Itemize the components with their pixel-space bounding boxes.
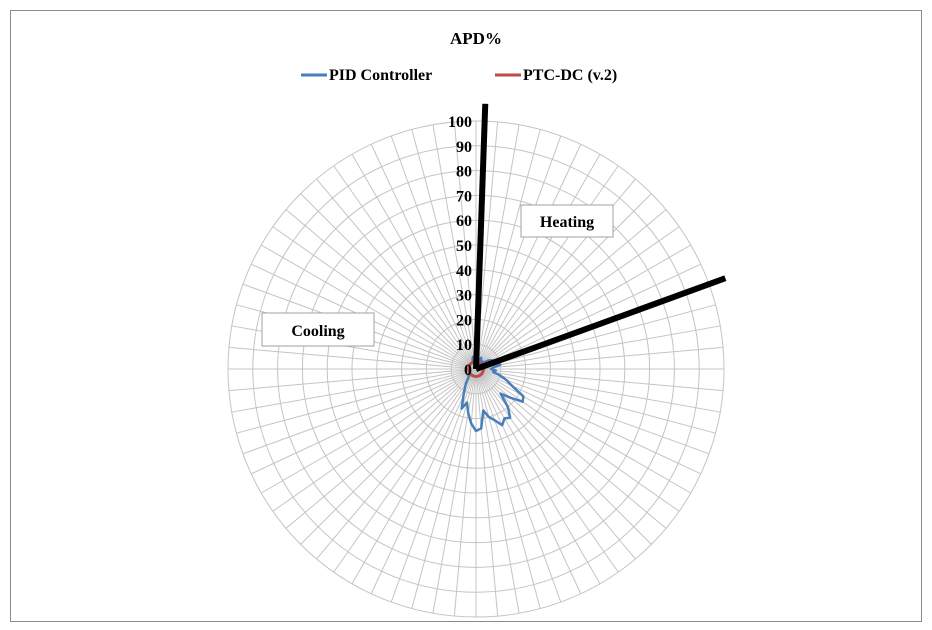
grid-spoke-2 — [475, 124, 520, 370]
grid-spoke-50 — [242, 368, 477, 455]
grid-spoke-16 — [475, 325, 721, 370]
grid-spoke-62 — [285, 209, 477, 370]
annotation-heating: Heating — [520, 204, 614, 238]
grid-spoke-22 — [475, 368, 710, 455]
grid-spoke-37 — [453, 368, 477, 617]
divider-line-0 — [473, 103, 489, 370]
grid-spoke-44 — [316, 368, 477, 560]
grid-spoke-33 — [475, 368, 541, 609]
grid-spoke-4 — [475, 135, 562, 370]
grid-spoke-39 — [411, 368, 477, 609]
tick-label-60: 60 — [456, 213, 472, 230]
grid-spoke-3 — [475, 129, 541, 370]
grid-spoke-24 — [475, 368, 692, 494]
tick-label-10: 10 — [456, 337, 472, 354]
grid-spoke-68 — [390, 135, 477, 370]
grid-spoke-41 — [370, 368, 477, 594]
chart-title: APD% — [450, 29, 502, 48]
grid-spoke-70 — [432, 124, 477, 370]
grid-spoke-43 — [333, 368, 477, 573]
grid-spoke-65 — [333, 165, 477, 370]
grid-spoke-53 — [228, 368, 477, 392]
grid-spoke-29 — [475, 368, 619, 573]
grid-spoke-64 — [316, 178, 477, 370]
grid-spoke-13 — [475, 263, 701, 370]
grid-spoke-7 — [475, 165, 619, 370]
tick-label-0: 0 — [464, 362, 472, 379]
tick-label-70: 70 — [456, 188, 472, 205]
tick-label-80: 80 — [456, 164, 472, 181]
tick-label-50: 50 — [456, 238, 472, 255]
radar-chart: APD% PID Controller PTC-DC (v.2) 0 10 20 30… — [227, 29, 727, 618]
grid-spoke-12 — [475, 244, 692, 370]
chart-area: APD% PID Controller PTC-DC (v.2) 0 10 20 30… — [10, 10, 922, 622]
grid-spoke-15 — [475, 304, 716, 370]
grid-spoke-51 — [236, 368, 477, 434]
grid-spoke-20 — [475, 368, 721, 413]
section-dividers — [473, 103, 727, 372]
grid-spoke-28 — [475, 368, 636, 560]
annotation-heating-box — [520, 204, 614, 238]
grid-spoke-9 — [475, 193, 652, 370]
grid-spoke-10 — [475, 209, 667, 370]
grid-spoke-63 — [300, 193, 477, 370]
tick-label-20: 20 — [456, 312, 472, 329]
tick-label-90: 90 — [456, 139, 472, 156]
tick-label-40: 40 — [456, 263, 472, 280]
grid-spoke-69 — [411, 129, 477, 370]
grid-spoke-46 — [285, 368, 477, 529]
grid-spoke-21 — [475, 368, 716, 434]
legend-label-pid: PID Controller — [329, 67, 432, 84]
grid-spoke-42 — [351, 368, 477, 585]
legend: PID Controller PTC-DC (v.2) — [301, 67, 617, 84]
grid-spoke-48 — [260, 368, 477, 494]
grid-spoke-45 — [300, 368, 477, 545]
grid-spoke-47 — [272, 368, 477, 512]
grid-spoke-52 — [231, 368, 477, 413]
radial-tick-labels: 0 10 20 30 40 50 60 70 80 90 100 — [448, 114, 472, 379]
annotation-cooling: Cooling — [261, 312, 375, 347]
grid-spoke-61 — [272, 226, 477, 370]
grid-spoke-35 — [475, 368, 499, 617]
annotation-heating-label: Heating — [540, 214, 594, 231]
grid-spoke-31 — [475, 368, 582, 594]
grid-spoke-6 — [475, 153, 601, 370]
divider-line-1 — [474, 275, 727, 372]
annotation-cooling-label: Cooling — [291, 323, 344, 340]
grid-spoke-71 — [453, 121, 477, 370]
radial-grid — [227, 120, 725, 618]
grid-spoke-27 — [475, 368, 652, 545]
legend-label-ptc: PTC-DC (v.2) — [523, 67, 617, 84]
grid-spoke-5 — [475, 144, 582, 370]
grid-spoke-60 — [260, 244, 477, 370]
grid-spoke-11 — [475, 226, 680, 370]
grid-spoke-67 — [370, 144, 477, 370]
grid-spoke-17 — [475, 346, 724, 370]
grid-spoke-25 — [475, 368, 680, 512]
grid-spoke-66 — [351, 153, 477, 370]
grid-spoke-49 — [251, 368, 477, 475]
annotation-cooling-box — [261, 312, 375, 347]
tick-label-100: 100 — [448, 114, 472, 131]
tick-label-30: 30 — [456, 288, 472, 305]
grid-spoke-19 — [475, 368, 724, 392]
grid-spoke-55 — [228, 346, 477, 370]
grid-spoke-32 — [475, 368, 562, 603]
grid-spoke-30 — [475, 368, 601, 585]
